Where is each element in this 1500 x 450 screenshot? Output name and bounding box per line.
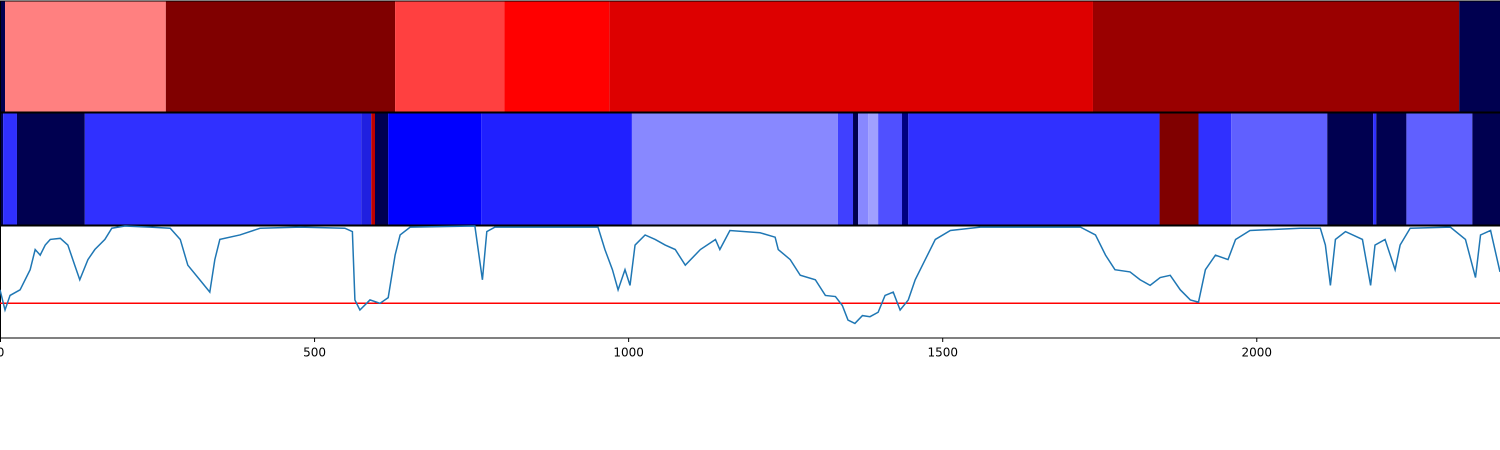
segment [1198, 113, 1232, 225]
segment [0, 1, 6, 112]
panel-frame [0, 225, 1500, 339]
series-line [0, 225, 1500, 325]
segment [902, 113, 909, 225]
segment [631, 113, 838, 225]
segment [0, 113, 4, 225]
segment [1376, 113, 1407, 225]
segment [878, 113, 903, 225]
panel-frame [0, 112, 1500, 226]
segment [858, 113, 869, 225]
segment [1472, 113, 1500, 225]
panel-frame [0, 0, 1500, 113]
x-tick-label: 1000 [613, 346, 644, 360]
segment [361, 113, 372, 225]
segment [1092, 1, 1460, 112]
x-tick-label: 1500 [927, 346, 958, 360]
segment [1406, 113, 1473, 225]
segment [388, 113, 482, 225]
segment [853, 113, 859, 225]
segment [1459, 1, 1500, 112]
segment [609, 1, 1093, 112]
segment [165, 1, 396, 112]
segment [908, 113, 1160, 225]
segment [837, 113, 854, 225]
segment [1373, 113, 1377, 225]
segment [371, 113, 375, 225]
segment [16, 113, 85, 225]
segment [504, 1, 610, 112]
x-tick-label: 500 [303, 346, 326, 360]
segment [1231, 113, 1328, 225]
segment [1159, 113, 1199, 225]
x-tick-label: 2000 [1242, 346, 1273, 360]
x-tick-label: 0 [0, 346, 4, 360]
segment [84, 113, 362, 225]
segment [1327, 113, 1374, 225]
segment [868, 113, 879, 225]
segment [395, 1, 505, 112]
segment [5, 1, 166, 112]
segment [375, 113, 389, 225]
segment [3, 113, 17, 225]
segment [481, 113, 632, 225]
